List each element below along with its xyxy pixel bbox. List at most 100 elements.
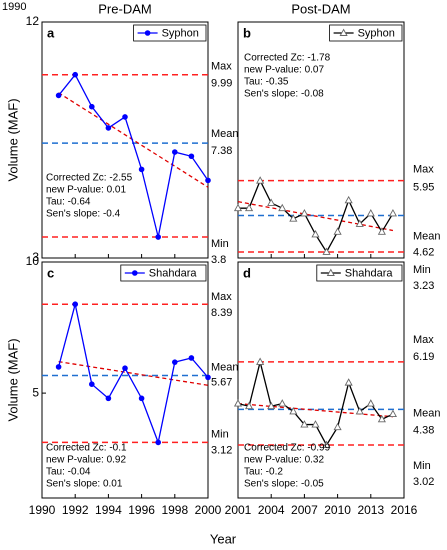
legend-box bbox=[120, 264, 207, 282]
stats-text: Tau: -0.64 bbox=[46, 197, 91, 208]
reference-value: 5.95 bbox=[413, 182, 434, 194]
y-tick-label: 3 bbox=[32, 250, 39, 264]
plot-frame bbox=[237, 21, 405, 259]
reference-label: Max bbox=[413, 164, 434, 176]
stats-text: Corrected Zc: -0.99 bbox=[244, 443, 331, 454]
x-tick-label: 2004 bbox=[258, 503, 285, 517]
point bbox=[333, 227, 342, 235]
reference-value: 3.02 bbox=[413, 476, 434, 488]
point bbox=[388, 409, 397, 418]
reference-label: Min bbox=[211, 238, 229, 250]
point bbox=[333, 422, 342, 431]
reference-label: Max bbox=[413, 334, 434, 346]
stats-text: Tau: -0.04 bbox=[46, 467, 91, 478]
point bbox=[155, 234, 161, 240]
reference-value: 4.38 bbox=[413, 424, 434, 436]
reference-label: Max bbox=[211, 291, 232, 303]
point bbox=[289, 407, 298, 415]
stats-text: Sen's slope: -0.05 bbox=[244, 479, 324, 490]
legend-marker bbox=[326, 268, 335, 276]
reference-label: Min bbox=[413, 460, 431, 472]
reference-value: 3.12 bbox=[211, 444, 232, 456]
point bbox=[278, 203, 287, 212]
reference-value: 4.62 bbox=[413, 246, 434, 258]
point bbox=[55, 364, 62, 370]
stats-text: Tau: -0.35 bbox=[244, 77, 289, 88]
point bbox=[355, 407, 364, 415]
point bbox=[322, 440, 331, 448]
legend-marker bbox=[339, 28, 348, 36]
point bbox=[105, 395, 112, 402]
legend-box bbox=[316, 264, 403, 282]
series-line bbox=[57, 304, 209, 445]
point bbox=[377, 414, 386, 423]
reference-label: Mean bbox=[413, 407, 441, 419]
point bbox=[138, 395, 145, 402]
reference-label: Min bbox=[211, 428, 229, 440]
x-tick-label: 1992 bbox=[62, 503, 89, 517]
point bbox=[366, 208, 375, 217]
stats-text: Corrected Zc: -0.1 bbox=[46, 443, 127, 454]
trend-line bbox=[237, 402, 393, 418]
stats-text: Sen's slope: -0.4 bbox=[46, 209, 121, 220]
x-tick-label: 1996 bbox=[128, 503, 155, 517]
point bbox=[344, 378, 353, 386]
point bbox=[355, 219, 364, 227]
point bbox=[388, 208, 397, 217]
reference-label: Mean bbox=[211, 128, 239, 140]
point bbox=[245, 401, 254, 410]
trend-line bbox=[58, 92, 209, 188]
point bbox=[267, 198, 276, 206]
point bbox=[311, 420, 320, 428]
x-tick-label: 2013 bbox=[357, 503, 384, 517]
y-axis-label: Volume (MAF) bbox=[5, 338, 20, 421]
reference-value: 8.39 bbox=[211, 307, 232, 319]
stats-text: Sen's slope: -0.08 bbox=[244, 89, 324, 100]
x-tick-label: 2001 bbox=[225, 503, 252, 517]
point bbox=[89, 103, 95, 110]
panel-letter: d bbox=[243, 265, 251, 280]
point bbox=[55, 92, 62, 99]
panel-letter: c bbox=[47, 265, 54, 280]
point bbox=[155, 439, 161, 446]
y-tick-label: 12 bbox=[26, 14, 40, 28]
reference-label: Mean bbox=[413, 230, 441, 242]
point bbox=[188, 355, 195, 361]
point bbox=[122, 365, 128, 372]
legend-label: Shahdara bbox=[345, 267, 394, 279]
legend-box bbox=[329, 24, 403, 42]
y-axis-label: Volume (MAF) bbox=[5, 98, 20, 181]
legend-marker bbox=[144, 30, 151, 36]
legend-label: Syphon bbox=[358, 27, 395, 39]
plot-frame bbox=[41, 21, 209, 259]
point bbox=[233, 203, 243, 212]
point bbox=[344, 195, 353, 204]
reference-value: 9.99 bbox=[211, 78, 232, 90]
point bbox=[89, 381, 95, 387]
x-tick-label: 1994 bbox=[95, 503, 122, 517]
reference-value: 5.67 bbox=[211, 376, 232, 388]
reference-label: Mean bbox=[211, 361, 239, 373]
point bbox=[311, 229, 320, 238]
x-tick-label: 2000 bbox=[195, 503, 222, 517]
column-title: Pre-DAM bbox=[98, 1, 151, 16]
x-tick-label: 1990 bbox=[29, 503, 56, 517]
stats-text: Sen's slope: 0.01 bbox=[46, 479, 123, 490]
x-tick-label: 2016 bbox=[391, 503, 418, 517]
point bbox=[105, 125, 112, 131]
point bbox=[366, 399, 375, 407]
legend-label: Syphon bbox=[162, 27, 199, 39]
point bbox=[138, 166, 145, 173]
point bbox=[267, 401, 276, 410]
point bbox=[322, 247, 331, 255]
point bbox=[300, 420, 309, 428]
point bbox=[122, 114, 128, 120]
point bbox=[188, 153, 195, 160]
trend-line bbox=[58, 361, 209, 386]
y-tick-label: 10 bbox=[26, 254, 40, 268]
stats-text: new P-value: 0.01 bbox=[46, 185, 126, 196]
point bbox=[205, 374, 211, 381]
y-tick-label: 5 bbox=[32, 385, 39, 399]
